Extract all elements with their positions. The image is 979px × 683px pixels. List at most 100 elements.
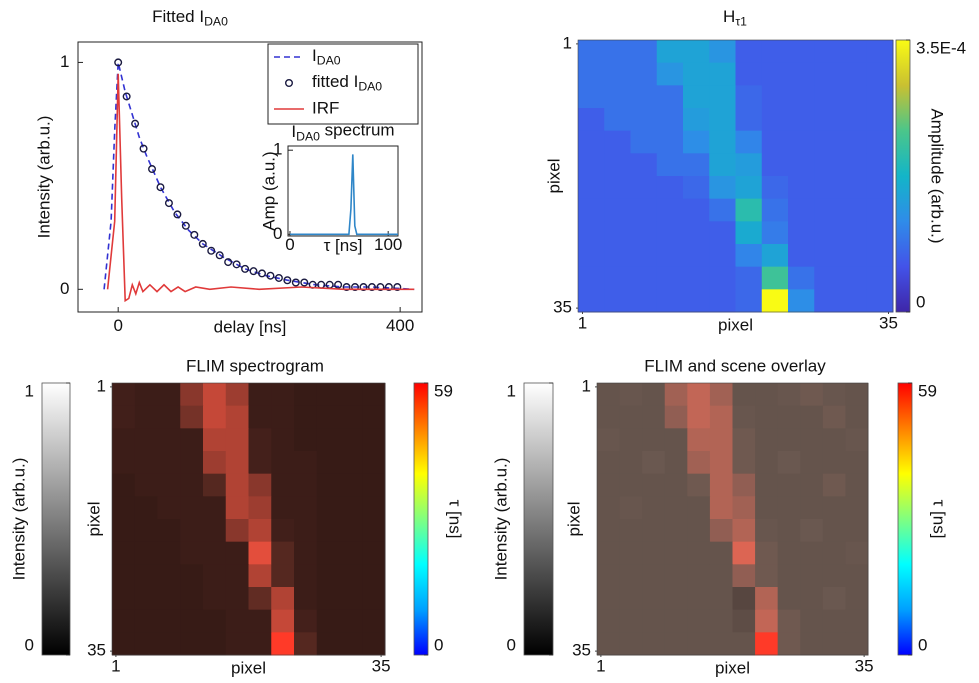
- heatmap-cell: [619, 383, 643, 407]
- heatmap-cell: [788, 176, 815, 200]
- heatmap-cell: [732, 519, 756, 543]
- data-point: [207, 246, 216, 255]
- heatmap-cell: [362, 587, 386, 611]
- heatmap-cell: [294, 451, 318, 475]
- heatmap-cell: [248, 451, 272, 475]
- heatmap-cell: [112, 473, 136, 497]
- heatmap-cell: [134, 632, 158, 656]
- heatmap-cell: [619, 428, 643, 452]
- heatmap-cell: [630, 289, 658, 313]
- heatmap-cell: [709, 473, 733, 497]
- colorbar-label: Intensity (arb.u.): [9, 458, 28, 581]
- heatmap-cell: [845, 564, 869, 588]
- heatmap-cell: [709, 564, 733, 588]
- heatmap-cell: [316, 632, 340, 656]
- heatmap-cell: [271, 496, 295, 520]
- heatmap-cell: [294, 428, 318, 452]
- heatmap-cell: [112, 541, 136, 565]
- y-tick-label: 35: [87, 641, 106, 660]
- chart-title-part: spectrum: [320, 121, 395, 140]
- data-point: [334, 280, 343, 289]
- heatmap-cell: [866, 221, 894, 245]
- heatmap-cell: [866, 198, 894, 222]
- heatmap-cell: [656, 130, 684, 154]
- heatmap-cell: [203, 564, 227, 588]
- heatmap-cell: [225, 564, 249, 588]
- data-point: [266, 271, 275, 280]
- heatmap-cell: [157, 405, 181, 429]
- heatmap-cell: [709, 130, 736, 154]
- heatmap-cell: [788, 85, 815, 109]
- heatmap-cell: [597, 587, 621, 611]
- heatmap-cell: [642, 428, 666, 452]
- heatmap-cell: [687, 451, 711, 475]
- heatmap-cell: [248, 428, 272, 452]
- heatmap-cell: [112, 519, 136, 543]
- data-point: [291, 278, 300, 287]
- legend-box: [267, 43, 419, 125]
- heatmap-cell: [157, 541, 181, 565]
- colorbar-tick-label: 0: [434, 635, 443, 654]
- heatmap-cell: [866, 153, 894, 177]
- y-axis-label: pixel: [544, 159, 563, 194]
- heatmap-cell: [788, 289, 815, 313]
- heatmap-cell: [732, 496, 756, 520]
- heatmap-cell: [248, 587, 272, 611]
- heatmap-cell: [578, 108, 605, 132]
- chart-title-part: Fitted I: [152, 7, 204, 26]
- heatmap-cell: [362, 473, 386, 497]
- heatmap-cell: [134, 519, 158, 543]
- heatmap-cell: [761, 108, 789, 132]
- heatmap-cell: [578, 62, 605, 86]
- heatmap-cell: [777, 496, 801, 520]
- heatmap-cell: [845, 428, 869, 452]
- heatmap-cell: [687, 541, 711, 565]
- heatmap-cell: [578, 153, 605, 177]
- heatmap-cell: [709, 451, 733, 475]
- heatmap-cell: [134, 496, 158, 520]
- heatmap-cell: [822, 473, 846, 497]
- heatmap-cell: [248, 383, 272, 407]
- x-tick-label: 400: [386, 316, 414, 335]
- heatmap-cell: [112, 451, 136, 475]
- heatmap-cell: [578, 130, 605, 154]
- heatmap-cell: [656, 244, 684, 268]
- x-tick-label: 1: [111, 656, 120, 675]
- heatmap-cell: [604, 130, 631, 154]
- heatmap-cell: [866, 40, 894, 64]
- heatmap-cell: [866, 85, 894, 109]
- y-axis-label: Amp (a.u.): [259, 151, 278, 230]
- heatmap-cell: [761, 85, 789, 109]
- heatmap-cell: [709, 405, 733, 429]
- heatmap-cell: [755, 564, 779, 588]
- heatmap-cell: [777, 564, 801, 588]
- heatmap-cell: [112, 587, 136, 611]
- heatmap-cell: [316, 428, 340, 452]
- heatmap-cell: [709, 85, 736, 109]
- heatmap-cell: [709, 632, 733, 656]
- heatmap-cell: [732, 609, 756, 633]
- heatmap-cell: [225, 405, 249, 429]
- heatmap-cell: [248, 609, 272, 633]
- heatmap-cell: [777, 383, 801, 407]
- heatmap-cell: [294, 383, 318, 407]
- heatmap-cell: [866, 108, 894, 132]
- heatmap-cell: [157, 609, 181, 633]
- heatmap-cell: [683, 153, 710, 177]
- heatmap-cell: [788, 108, 815, 132]
- heatmap-cell: [339, 632, 363, 656]
- heatmap-cell: [112, 564, 136, 588]
- colorbar: [895, 39, 911, 313]
- heatmap-cell: [316, 541, 340, 565]
- heatmap-cell: [619, 519, 643, 543]
- heatmap-cell: [814, 221, 841, 245]
- heatmap-cell: [800, 632, 824, 656]
- heatmap-cell: [709, 519, 733, 543]
- heatmap-cell: [845, 632, 869, 656]
- heatmap-cell: [709, 244, 736, 268]
- colorbar-label: Intensity (arb.u.): [491, 458, 510, 581]
- heatmap-cell: [248, 541, 272, 565]
- heatmap-cell: [840, 108, 868, 132]
- heatmap-cell: [761, 289, 789, 313]
- heatmap-cell: [687, 519, 711, 543]
